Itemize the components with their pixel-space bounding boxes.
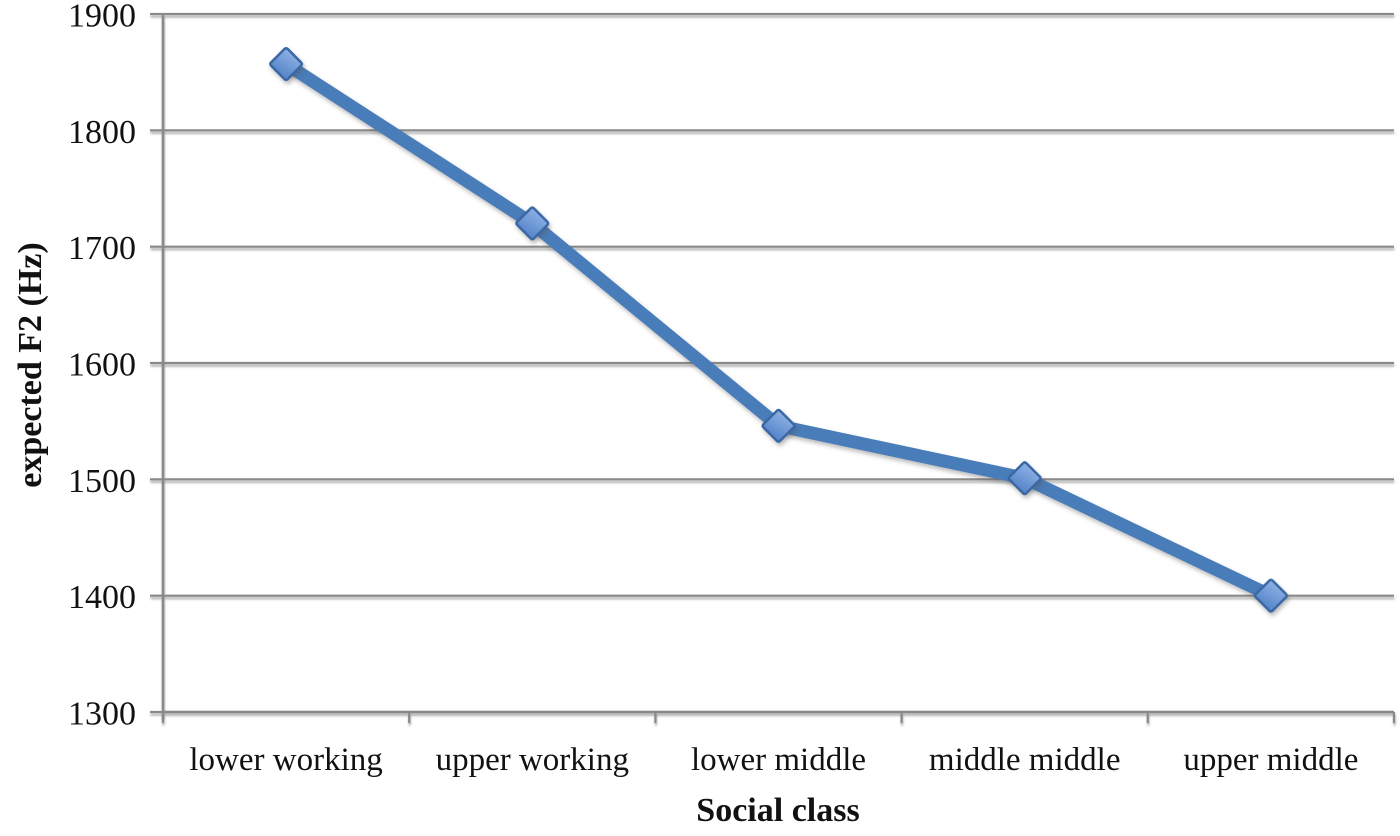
y-tick-label: 1500 <box>68 463 136 500</box>
y-tick-label: 1400 <box>68 579 136 616</box>
x-tick-label: upper middle <box>1183 742 1358 778</box>
data-line <box>279 57 1278 603</box>
x-axis-title: Social class <box>696 792 860 829</box>
y-tick-label: 1700 <box>68 230 136 267</box>
x-tick-label: upper working <box>436 742 629 778</box>
marker-group <box>269 46 1288 613</box>
y-tick-label: 1900 <box>68 0 136 35</box>
data-point-marker <box>1253 578 1288 613</box>
data-point-marker <box>1007 461 1042 496</box>
data-point-marker <box>515 206 550 241</box>
y-axis-title: expected F2 (Hz) <box>12 242 49 488</box>
y-tick-label: 1800 <box>68 114 136 151</box>
x-tick-label: lower working <box>189 742 382 778</box>
x-tick-label: lower middle <box>691 742 866 778</box>
y-tick-label: 1300 <box>68 696 136 733</box>
data-point-marker <box>269 46 304 82</box>
data-point-marker <box>761 408 796 443</box>
axes-and-grid <box>150 12 1396 723</box>
x-tick-label: middle middle <box>929 742 1121 778</box>
y-tick-label: 1600 <box>68 347 136 384</box>
